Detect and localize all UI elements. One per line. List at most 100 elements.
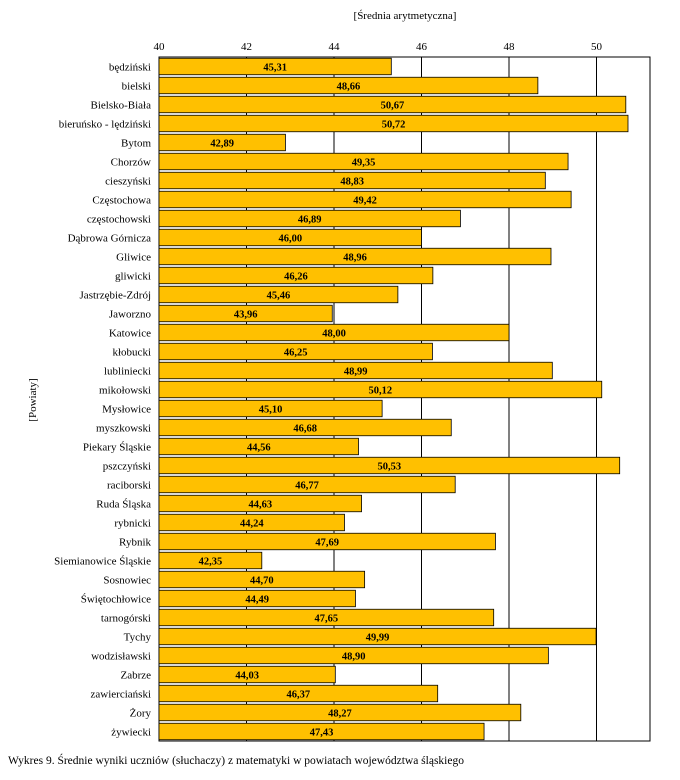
data-label: 49,35 bbox=[352, 158, 376, 169]
category-label: częstochowski bbox=[87, 214, 151, 226]
category-label: Sosnowiec bbox=[103, 575, 151, 587]
category-label: mikołowski bbox=[99, 385, 151, 397]
data-label: 48,00 bbox=[322, 329, 346, 340]
data-label: 44,03 bbox=[235, 671, 259, 682]
bar bbox=[158, 190, 572, 209]
category-label: Jaworzno bbox=[109, 309, 152, 321]
data-label: 46,68 bbox=[293, 424, 317, 435]
bar bbox=[158, 646, 549, 665]
data-label: 42,35 bbox=[199, 557, 223, 568]
category-label: wodzisławski bbox=[91, 651, 151, 663]
data-label: 42,89 bbox=[210, 139, 234, 150]
category-label: bielski bbox=[122, 81, 151, 93]
bar bbox=[158, 247, 552, 266]
x-tick-label: 42 bbox=[241, 41, 252, 53]
data-label: 48,27 bbox=[328, 709, 352, 720]
bar bbox=[158, 570, 366, 589]
category-label: myszkowski bbox=[96, 423, 151, 435]
category-label: bieruńsko - lędziński bbox=[59, 119, 151, 131]
data-label: 44,56 bbox=[247, 443, 271, 454]
data-label: 48,96 bbox=[343, 253, 367, 264]
bar bbox=[158, 418, 452, 437]
bar bbox=[158, 684, 439, 703]
bar bbox=[158, 589, 356, 608]
data-label: 47,43 bbox=[310, 728, 334, 739]
data-label: 43,96 bbox=[234, 310, 258, 321]
bar bbox=[158, 551, 263, 570]
data-label: 46,89 bbox=[298, 215, 322, 226]
bar bbox=[158, 722, 485, 741]
category-label: Bielsko-Biała bbox=[91, 100, 152, 112]
category-label: kłobucki bbox=[113, 347, 152, 359]
category-label: tarnogórski bbox=[101, 613, 151, 625]
data-label: 46,26 bbox=[284, 272, 308, 283]
category-label: Rybnik bbox=[119, 537, 151, 549]
category-label: żywiecki bbox=[111, 727, 151, 739]
data-label: 44,49 bbox=[245, 595, 269, 606]
bar bbox=[158, 57, 392, 76]
category-label: Ruda Śląska bbox=[96, 499, 151, 511]
data-label: 48,90 bbox=[342, 652, 366, 663]
bars: 45,31 48,66 50,67 50,72 42,89 49,35 48,83 49,42… bbox=[158, 57, 629, 741]
data-label: 50,12 bbox=[369, 386, 393, 397]
x-tick-label: 50 bbox=[591, 41, 603, 53]
x-tick-label: 46 bbox=[416, 41, 428, 53]
x-tick-label: 44 bbox=[329, 41, 341, 53]
data-label: 47,69 bbox=[315, 538, 339, 549]
bar bbox=[158, 342, 433, 361]
category-label: Żory bbox=[130, 708, 152, 720]
data-label: 46,77 bbox=[295, 481, 319, 492]
category-label: lubliniecki bbox=[104, 366, 151, 378]
x-tick-labels: 40 42 44 46 48 50 bbox=[154, 41, 603, 53]
bar bbox=[158, 532, 496, 551]
bar bbox=[158, 152, 569, 171]
data-label: 49,42 bbox=[353, 196, 377, 207]
category-label: Zabrze bbox=[120, 670, 151, 682]
category-label: pszczyński bbox=[103, 461, 151, 473]
bar bbox=[158, 608, 495, 627]
data-label: 46,00 bbox=[278, 234, 302, 245]
data-label: 50,53 bbox=[378, 462, 402, 473]
category-label: Dąbrowa Górnicza bbox=[68, 233, 151, 245]
category-label: Częstochowa bbox=[92, 195, 151, 207]
bar bbox=[158, 456, 621, 475]
bar bbox=[158, 665, 336, 684]
data-label: 46,37 bbox=[287, 690, 311, 701]
data-label: 47,65 bbox=[315, 614, 339, 625]
category-labels: będziński bielski Bielsko-Biała bieruńsko -… bbox=[54, 62, 151, 739]
category-label: raciborski bbox=[107, 480, 151, 492]
data-label: 46,25 bbox=[284, 348, 308, 359]
category-label: Bytom bbox=[121, 138, 151, 150]
x-tick-label: 48 bbox=[504, 41, 516, 53]
plot-area bbox=[158, 56, 651, 742]
bar bbox=[158, 323, 510, 342]
bar bbox=[158, 437, 359, 456]
bar bbox=[158, 627, 597, 646]
gridlines bbox=[246, 57, 597, 741]
category-label: Gliwice bbox=[116, 252, 151, 264]
bar bbox=[158, 95, 627, 114]
data-label: 48,66 bbox=[337, 82, 361, 93]
category-label: będziński bbox=[109, 62, 151, 74]
category-label: Chorzów bbox=[111, 157, 151, 169]
bar bbox=[158, 114, 629, 133]
category-label: Katowice bbox=[109, 328, 151, 340]
category-label: zawierciański bbox=[91, 689, 151, 701]
data-label: 45,10 bbox=[259, 405, 283, 416]
category-label: rybnicki bbox=[114, 518, 151, 530]
data-label: 50,67 bbox=[381, 101, 405, 112]
category-label: gliwicki bbox=[115, 271, 151, 283]
bar bbox=[158, 380, 603, 399]
bar bbox=[158, 285, 399, 304]
data-label: 50,72 bbox=[382, 120, 406, 131]
category-label: Tychy bbox=[124, 632, 152, 644]
category-label: Mysłowice bbox=[102, 404, 151, 416]
data-label: 44,70 bbox=[250, 576, 274, 587]
category-label: Jastrzębie-Zdrój bbox=[80, 290, 151, 302]
bar bbox=[158, 494, 362, 513]
data-label: 45,31 bbox=[263, 63, 287, 74]
data-label: 44,63 bbox=[248, 500, 272, 511]
bar bbox=[158, 399, 383, 418]
data-label: 48,99 bbox=[344, 367, 368, 378]
y-axis-title: [Powiaty] bbox=[27, 378, 39, 421]
